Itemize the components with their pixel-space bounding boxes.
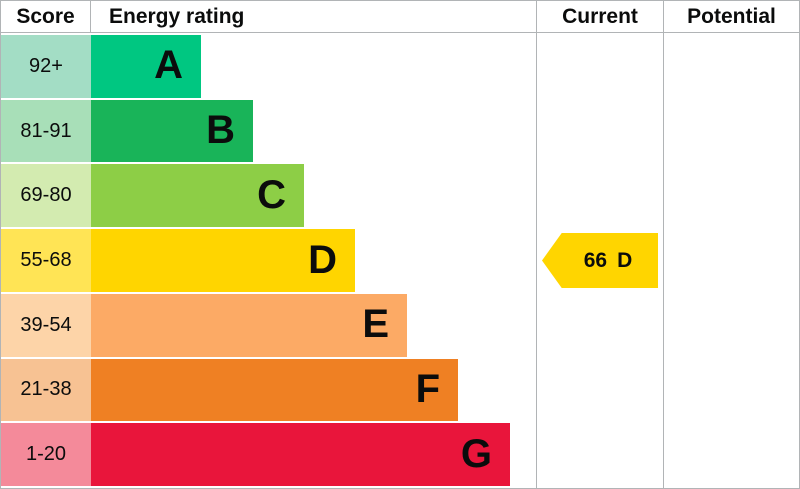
band-bar: D <box>91 229 355 292</box>
band-score-range: 39-54 <box>1 293 91 357</box>
band-row-c: 69-80 C <box>1 164 536 228</box>
band-bar: B <box>91 99 253 163</box>
band-row-b: 81-91 B <box>1 99 536 163</box>
energy-rating-column-header: Energy rating <box>109 5 245 28</box>
current-column-header: Current <box>536 1 663 32</box>
band-score-range: 55-68 <box>1 229 91 292</box>
potential-column <box>663 33 799 488</box>
rating-bands: 92+ A 81-91 B 69-80 C 55-68 D 39-54 E 21-38 F 1-20 G <box>1 33 536 488</box>
current-rating-value: 66 <box>583 248 608 272</box>
band-letter: D <box>308 237 337 282</box>
band-row-a: 92+ A <box>1 35 536 98</box>
band-score-range: 1-20 <box>1 423 91 487</box>
band-row-g: 1-20 G <box>1 423 536 487</box>
band-bar: G <box>91 423 510 487</box>
band-letter: B <box>206 108 235 153</box>
current-column: 66 D <box>536 33 663 488</box>
band-letter: A <box>154 43 183 88</box>
band-bar: A <box>91 35 201 98</box>
band-letter: F <box>415 366 440 411</box>
current-rating-arrow: 66 D <box>542 233 658 288</box>
band-score-range: 92+ <box>1 35 91 98</box>
band-row-f: 21-38 F <box>1 358 536 422</box>
score-column-header: Score <box>1 1 91 32</box>
band-letter: C <box>257 172 286 217</box>
band-row-d: 55-68 D <box>1 229 536 292</box>
band-bar: E <box>91 293 407 357</box>
band-score-range: 69-80 <box>1 164 91 228</box>
band-score-range: 21-38 <box>1 358 91 422</box>
chart-header: Score Energy rating Current Potential <box>1 1 799 33</box>
band-bar: C <box>91 164 304 228</box>
band-bar: F <box>91 358 458 422</box>
band-letter: G <box>460 431 492 476</box>
chart-body: 92+ A 81-91 B 69-80 C 55-68 D 39-54 E 21-38 F 1-20 G … <box>1 33 799 488</box>
potential-column-header: Potential <box>663 1 799 32</box>
current-rating-band-letter: D <box>617 248 633 272</box>
band-letter: E <box>362 302 389 347</box>
band-score-range: 81-91 <box>1 99 91 163</box>
band-row-e: 39-54 E <box>1 293 536 357</box>
